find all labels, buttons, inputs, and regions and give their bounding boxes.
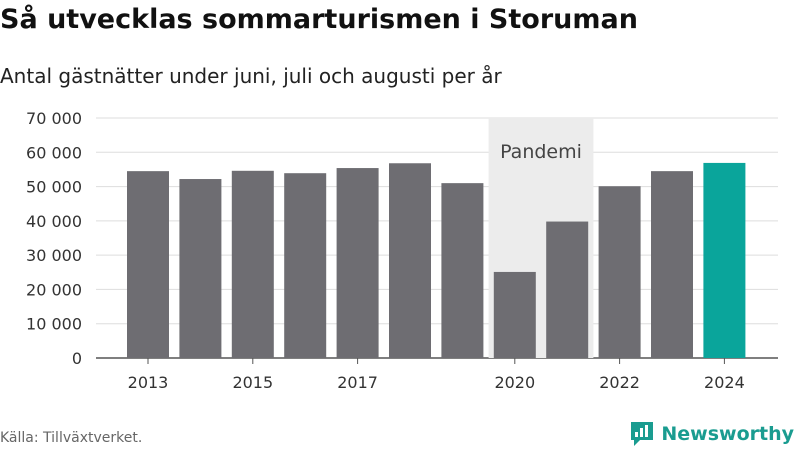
bar-2016 bbox=[284, 173, 327, 358]
bar-2017 bbox=[336, 168, 379, 358]
x-tick-label: 2013 bbox=[128, 373, 169, 392]
bar-2023 bbox=[651, 171, 693, 358]
x-tick-label: 2022 bbox=[599, 373, 640, 392]
bar-2019 bbox=[441, 183, 484, 358]
y-tick-label: 20 000 bbox=[26, 280, 82, 299]
y-tick-label: 60 000 bbox=[26, 143, 82, 162]
pandemic-label: Pandemi bbox=[500, 141, 582, 163]
y-tick-label: 40 000 bbox=[26, 212, 82, 231]
y-tick-label: 70 000 bbox=[26, 109, 82, 128]
brand-name: Newsworthy bbox=[661, 423, 794, 445]
brand-logo: Newsworthy bbox=[629, 420, 794, 448]
x-tick-label: 2024 bbox=[704, 373, 745, 392]
bar-2018 bbox=[389, 163, 431, 358]
x-tick-label: 2015 bbox=[232, 373, 273, 392]
newsworthy-logo-icon bbox=[631, 422, 654, 446]
y-axis-ticks: 0 10 000 20 000 30 000 40 000 50 000 60 000 70 … bbox=[26, 109, 82, 368]
y-tick-label: 30 000 bbox=[26, 246, 82, 265]
bar-2015 bbox=[231, 170, 274, 358]
bar-2013 bbox=[127, 171, 169, 358]
y-tick-label: 10 000 bbox=[26, 315, 82, 334]
source-note: Källa: Tillväxtverket. bbox=[0, 430, 143, 446]
bar-2014 bbox=[179, 179, 222, 358]
chart-title: Så utvecklas sommarturismen i Storuman bbox=[0, 4, 638, 35]
bar-2021 bbox=[546, 221, 589, 358]
bar-2022 bbox=[598, 186, 641, 358]
x-axis-ticks: 2013 2015 2017 2020 2022 2024 bbox=[128, 358, 745, 392]
chart-subtitle: Antal gästnätter under juni, juli och au… bbox=[0, 64, 502, 88]
bar-2024 bbox=[703, 162, 746, 358]
bars bbox=[127, 162, 746, 358]
x-tick-label: 2020 bbox=[494, 373, 535, 392]
y-tick-label: 50 000 bbox=[26, 178, 82, 197]
y-tick-label: 0 bbox=[72, 349, 82, 368]
bar-2020 bbox=[493, 271, 536, 358]
x-tick-label: 2017 bbox=[337, 373, 378, 392]
